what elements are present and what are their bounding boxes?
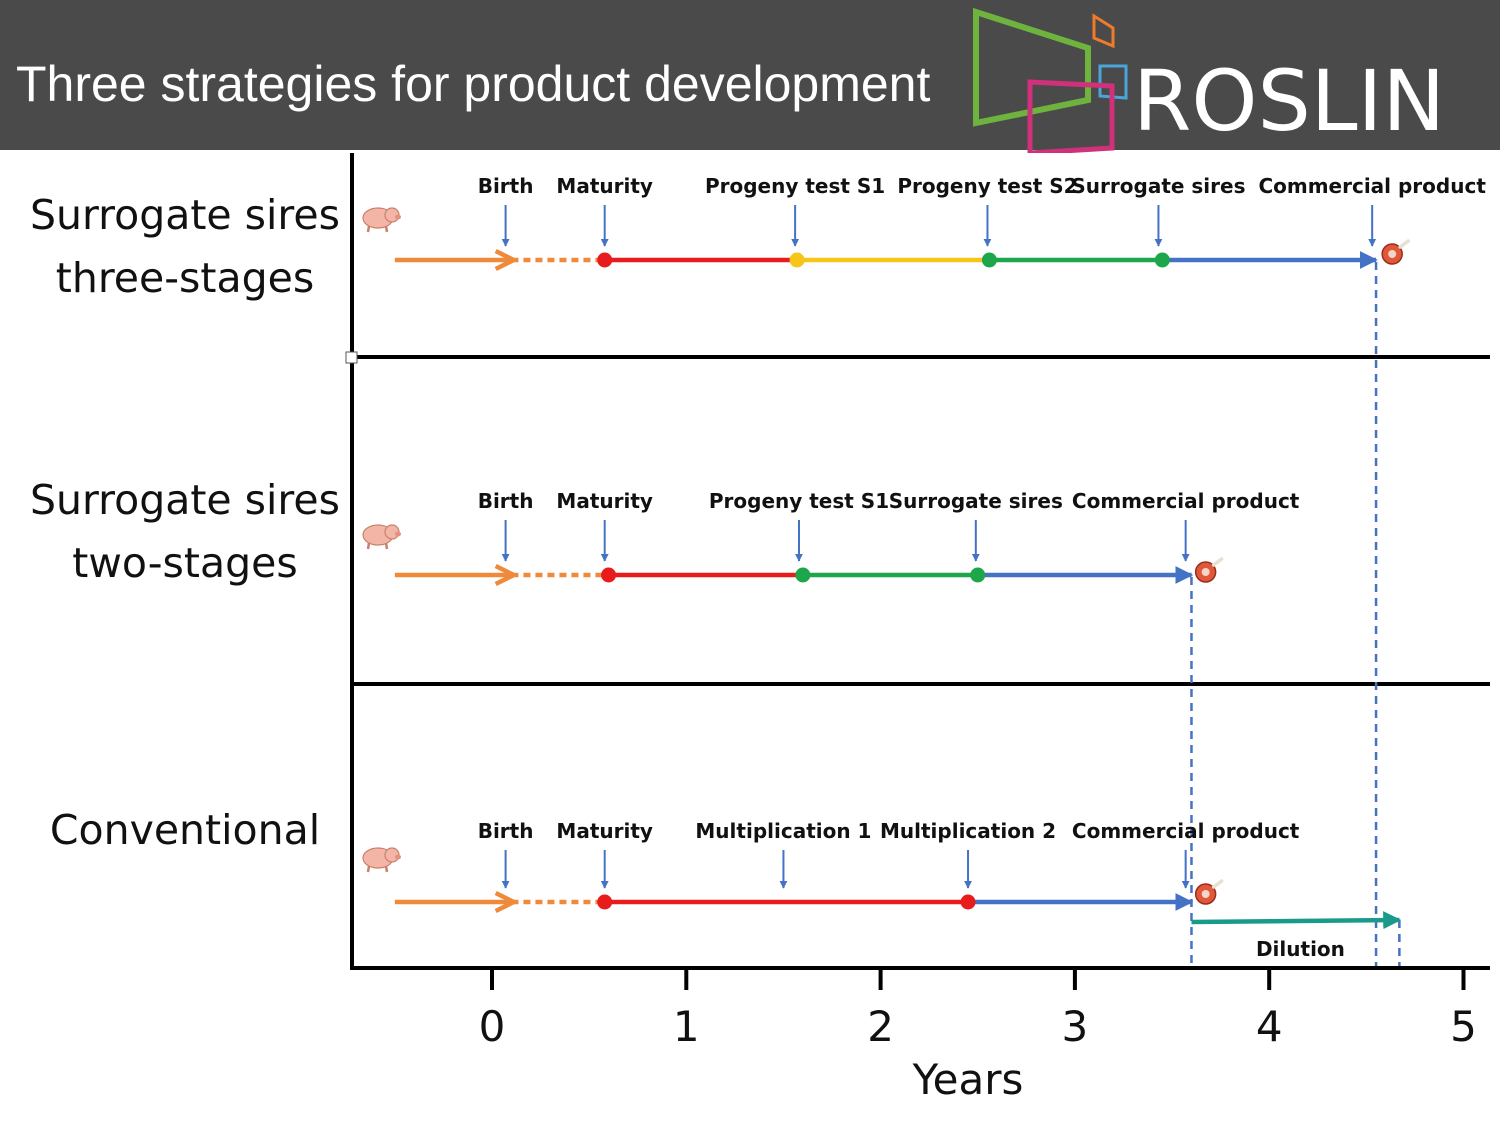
x-tick-label: 0 [479,1002,506,1051]
milestone-dot [597,252,613,268]
selection-handle [345,351,358,364]
event-label: Maturity [556,489,653,513]
row-label: three-stages [56,254,314,302]
meat-bone [1398,239,1410,249]
meat-fat [1388,250,1397,258]
pig-snout [395,214,401,220]
row-label: two-stages [72,539,297,587]
event-label: Birth [478,489,534,513]
meat-icon [1194,557,1224,583]
logo-green-frame [973,8,1091,127]
timeline-row: Surrogate sires three-stages Birth Maturity… [30,174,1486,302]
meat-fat [1201,890,1210,898]
event-label: Commercial product [1072,489,1300,513]
event-label: Progeny test S2 [897,174,1077,198]
x-tick-label: 3 [1062,1002,1089,1051]
x-tick-label: 5 [1450,1002,1477,1051]
meat-bone [1211,879,1224,889]
x-tick-label: 1 [673,1002,700,1051]
pig-snout [395,854,401,860]
slide-title: Three strategies for product development [16,56,931,112]
milestone-dot [601,567,617,583]
pig-leg [366,865,371,873]
event-label: Progeny test S1 [705,174,885,198]
event-label: Birth [478,819,534,843]
row-label: Conventional [50,806,320,854]
timeline-rows: Surrogate sires three-stages Birth Maturity… [30,174,1486,961]
pig-leg [384,225,389,233]
guide-lines [1190,262,1401,966]
dilution-label: Dilution [1256,937,1345,961]
timeline-row: Conventional Birth Maturity Multiplication … [50,806,1402,961]
event-label: Multiplication 2 [880,819,1056,843]
meat-icon [1381,239,1410,265]
x-axis-title: Years [912,1055,1024,1104]
milestone-dot [960,894,976,910]
milestone-dot [970,567,986,583]
event-label: Maturity [556,819,653,843]
x-tick-label: 4 [1256,1002,1283,1051]
event-label: Commercial product [1072,819,1300,843]
logo-pink-frame [1027,79,1115,153]
timeline-row: Surrogate sires two-stages Birth Maturity Pr… [30,476,1300,587]
event-label: Surrogate sires [889,489,1063,513]
pig-icon [362,207,401,233]
row-label: Surrogate sires [30,476,340,524]
x-tick-label: 2 [867,1002,894,1051]
meat-icon [1194,879,1224,905]
pig-icon [362,524,401,550]
x-axis: 0 1 2 3 4 5 Years [479,968,1477,1104]
pig-snout [395,531,401,537]
pig-leg [384,542,389,550]
pig-leg [366,225,371,233]
logo-wordmark: ROSLIN [1133,52,1445,150]
milestone-dot [795,567,811,583]
slide-header: Three strategies for product development… [0,0,1500,153]
event-label: Surrogate sires [1071,174,1245,198]
meat-bone [1211,557,1224,567]
pig-leg [366,542,371,550]
milestone-dot [789,252,805,268]
milestone-dot [1154,252,1170,268]
roslin-logo: ROSLIN [973,8,1445,153]
event-label: Multiplication 1 [695,819,871,843]
logo-orange-frame [1092,13,1115,49]
event-label: Maturity [556,174,653,198]
event-label: Commercial product [1258,174,1486,198]
milestone-dot [597,894,613,910]
event-label: Birth [478,174,534,198]
meat-fat [1201,568,1210,576]
event-label: Progeny test S1 [709,489,889,513]
pig-leg [384,865,389,873]
row-label: Surrogate sires [30,191,340,239]
milestone-dot [981,252,997,268]
pig-icon [362,847,401,873]
dilution-arrow [1191,911,1402,930]
